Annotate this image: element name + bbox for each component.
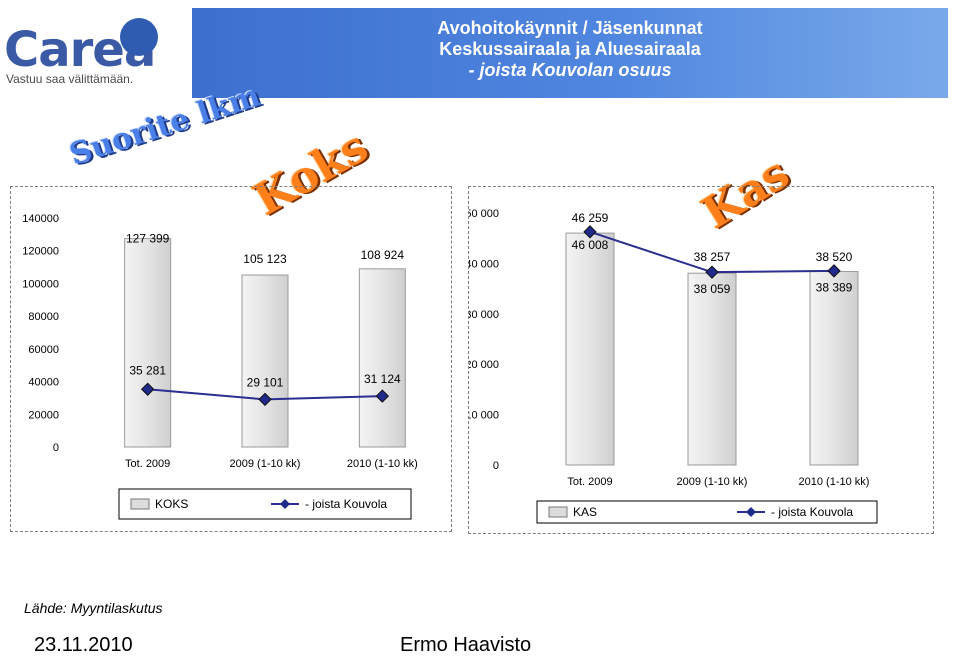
y-tick-label: 60000 <box>28 344 59 356</box>
bar-koks <box>124 238 172 448</box>
footer-date: 23.11.2010 <box>34 634 133 656</box>
bar-koks <box>358 268 406 448</box>
line-value-label: 38 257 <box>694 250 731 264</box>
bar-value-label: 127 399 <box>126 232 170 246</box>
legend-line-label: - joista Kouvola <box>771 505 853 519</box>
line-point-marker <box>258 392 272 407</box>
x-category-label: 2009 (1-10 kk) <box>677 476 748 488</box>
logo-emblem-icon <box>120 18 158 56</box>
legend-bar-label: KAS <box>573 505 597 519</box>
kas-chart-panel: 0 10 000 20 000 30 000 40 000 50 000 46 008 38 … <box>465 186 934 534</box>
koks-chart: 0 20000 40000 60000 80000 100000 120000 140000 1… <box>22 213 418 520</box>
x-category-label: Tot. 2009 <box>125 458 170 470</box>
y-tick-label: 100000 <box>22 278 59 290</box>
source-note: Lähde: Myyntilaskutus <box>24 600 163 616</box>
title-line-1: Avohoitokäynnit / Jäsenkunnat <box>437 18 703 38</box>
bar-kas <box>809 271 859 466</box>
legend-line-label: - joista Kouvola <box>305 497 387 511</box>
line-value-label: 35 281 <box>129 363 166 377</box>
line-point-marker <box>140 382 155 396</box>
legend-bar-label: KOKS <box>155 497 188 511</box>
x-category-label: 2010 (1-10 kk) <box>799 476 870 488</box>
logo-tagline: Vastuu saa välittämään. <box>6 72 134 86</box>
y-tick-label: 40 000 <box>469 258 499 270</box>
line-point-marker <box>827 264 841 278</box>
x-category-label: Tot. 2009 <box>567 476 612 488</box>
bar-value-label: 38 059 <box>694 282 731 296</box>
title-banner: Avohoitokäynnit / Jäsenkunnat Keskussair… <box>192 8 948 98</box>
bar-koks <box>241 274 289 448</box>
y-tick-label: 50 000 <box>469 208 499 220</box>
line-value-label: 38 520 <box>816 250 853 264</box>
line-value-label: 29 101 <box>247 375 284 389</box>
legend-line-marker <box>746 507 756 517</box>
y-tick-label: 20000 <box>28 409 59 421</box>
line-point-marker <box>583 225 597 239</box>
legend-box <box>536 500 878 524</box>
bar-kas <box>565 232 615 466</box>
bar-value-label: 38 389 <box>816 281 853 295</box>
line-value-label: 31 124 <box>364 372 401 386</box>
line-value-label: 46 259 <box>572 211 609 225</box>
y-tick-label: 140000 <box>22 213 59 225</box>
legend-bar-swatch <box>130 498 150 510</box>
bar-value-label: 105 123 <box>243 252 287 266</box>
y-tick-label: 40000 <box>28 377 59 389</box>
bar-value-label: 46 008 <box>572 238 609 252</box>
line-point-marker <box>705 265 719 279</box>
bar-value-label: 108 924 <box>361 248 405 262</box>
title-line-3: - joista Kouvolan osuus <box>468 60 672 80</box>
legend-box <box>118 488 412 520</box>
y-tick-label: 0 <box>53 442 59 454</box>
legend-bar-swatch <box>548 506 568 518</box>
bar-kas <box>687 272 737 466</box>
x-category-label: 2010 (1-10 kk) <box>347 458 418 470</box>
kas-chart: 0 10 000 20 000 30 000 40 000 50 000 46 008 38 … <box>465 208 878 524</box>
wordart-suorite: Suorite lkm <box>65 78 265 173</box>
y-tick-label: 120000 <box>22 246 59 258</box>
y-tick-label: 20 000 <box>469 359 499 371</box>
line-point-marker <box>375 389 390 403</box>
legend-line-marker <box>280 499 290 509</box>
y-tick-label: 10 000 <box>469 410 499 422</box>
x-category-label: 2009 (1-10 kk) <box>230 458 301 470</box>
y-tick-label: 0 <box>493 460 499 472</box>
y-tick-label: 30 000 <box>469 309 499 321</box>
koks-chart-panel: 0 20000 40000 60000 80000 100000 120000 140000 1… <box>10 186 452 532</box>
carea-logo: Carea Vastuu saa välittämään. <box>0 8 190 88</box>
title-line-2: Keskussairaala ja Aluesairaala <box>439 39 701 59</box>
footer-author: Ermo Haavisto <box>400 634 532 656</box>
y-tick-label: 80000 <box>28 311 59 323</box>
